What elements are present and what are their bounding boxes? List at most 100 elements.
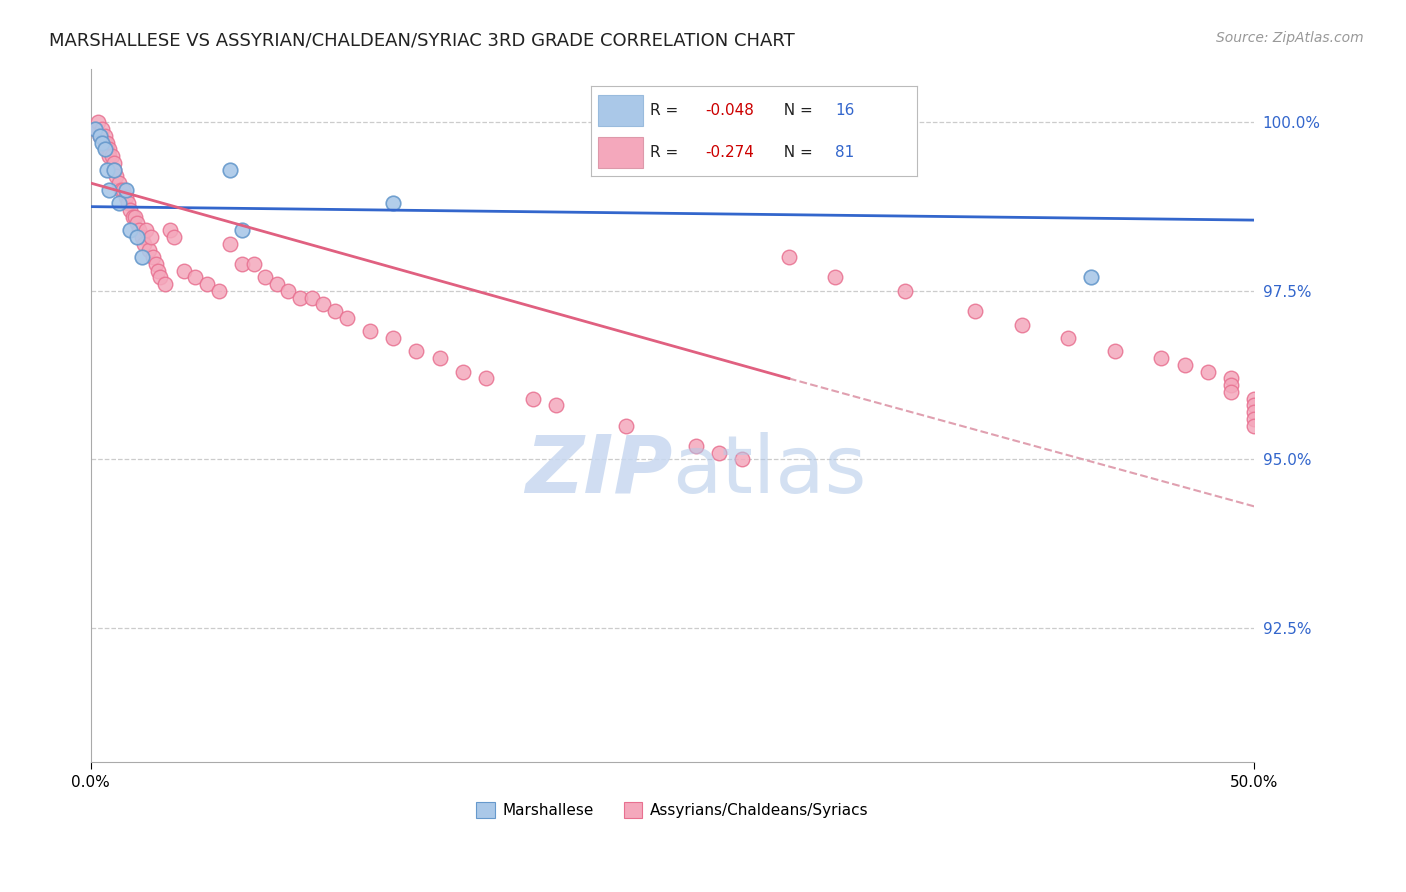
Point [112, 183, 135, 197]
Point [131, 230, 153, 244]
Point [84, 122, 107, 136]
Point [429, 351, 451, 366]
Point [1220, 378, 1243, 392]
Point [134, 236, 156, 251]
Point [107, 196, 129, 211]
Point [336, 310, 359, 325]
Point [86, 115, 108, 129]
Point [114, 183, 136, 197]
Point [127, 217, 149, 231]
Point [685, 439, 707, 453]
Text: MARSHALLESE VS ASSYRIAN/CHALDEAN/SYRIAC 3RD GRADE CORRELATION CHART: MARSHALLESE VS ASSYRIAN/CHALDEAN/SYRIAC … [49, 31, 794, 49]
Point [153, 277, 176, 292]
Point [546, 398, 568, 412]
Text: ZIP: ZIP [524, 432, 672, 510]
Point [142, 250, 165, 264]
Point [121, 210, 143, 224]
Point [382, 331, 405, 345]
Point [98, 142, 121, 156]
Point [89, 128, 111, 143]
Point [96, 142, 118, 156]
Point [824, 270, 846, 285]
Point [120, 202, 142, 217]
Point [139, 230, 162, 244]
Point [145, 257, 167, 271]
Text: Source: ZipAtlas.com: Source: ZipAtlas.com [1216, 31, 1364, 45]
Point [110, 183, 132, 197]
Point [93, 136, 115, 150]
Point [146, 263, 169, 277]
Point [195, 277, 218, 292]
Point [1243, 412, 1265, 426]
Point [117, 196, 139, 211]
Point [93, 128, 115, 143]
Point [312, 297, 335, 311]
Point [965, 304, 987, 318]
Point [184, 270, 207, 285]
Point [277, 284, 299, 298]
Point [124, 210, 146, 224]
Point [105, 169, 128, 184]
Point [731, 452, 754, 467]
Point [707, 445, 730, 459]
Point [91, 136, 114, 150]
Point [254, 270, 277, 285]
Point [614, 418, 637, 433]
Point [1220, 384, 1243, 399]
Point [103, 162, 125, 177]
Point [100, 149, 122, 163]
Point [93, 142, 115, 156]
Point [1057, 331, 1080, 345]
Point [1104, 344, 1126, 359]
Point [301, 291, 323, 305]
Point [451, 365, 474, 379]
Point [323, 304, 346, 318]
Point [359, 324, 381, 338]
Point [135, 223, 157, 237]
Point [89, 128, 111, 143]
Point [207, 284, 229, 298]
Point [219, 162, 242, 177]
Point [1011, 318, 1033, 332]
Point [173, 263, 195, 277]
Point [84, 122, 107, 136]
Point [127, 230, 149, 244]
Point [114, 189, 136, 203]
Point [163, 230, 186, 244]
Point [131, 250, 153, 264]
Point [288, 291, 311, 305]
Point [778, 250, 800, 264]
Point [1243, 398, 1265, 412]
Point [1243, 405, 1265, 419]
Point [405, 344, 427, 359]
Point [475, 371, 498, 385]
Point [242, 257, 264, 271]
Point [266, 277, 288, 292]
Legend: Marshallese, Assyrians/Chaldeans/Syriacs: Marshallese, Assyrians/Chaldeans/Syriacs [470, 796, 875, 824]
Point [894, 284, 917, 298]
Text: atlas: atlas [672, 432, 868, 510]
Point [107, 176, 129, 190]
Point [91, 122, 114, 136]
Point [231, 257, 253, 271]
Point [149, 270, 172, 285]
Point [96, 162, 118, 177]
Point [120, 223, 142, 237]
Point [128, 223, 150, 237]
Point [103, 162, 125, 177]
Point [522, 392, 544, 406]
Point [1173, 358, 1195, 372]
Point [1220, 371, 1243, 385]
Point [159, 223, 181, 237]
Point [382, 196, 405, 211]
Point [1243, 392, 1265, 406]
Point [1150, 351, 1173, 366]
Point [231, 223, 253, 237]
Point [98, 183, 121, 197]
Point [96, 136, 118, 150]
Point [219, 236, 242, 251]
Point [1243, 418, 1265, 433]
Point [98, 149, 121, 163]
Point [103, 156, 125, 170]
Point [138, 244, 160, 258]
